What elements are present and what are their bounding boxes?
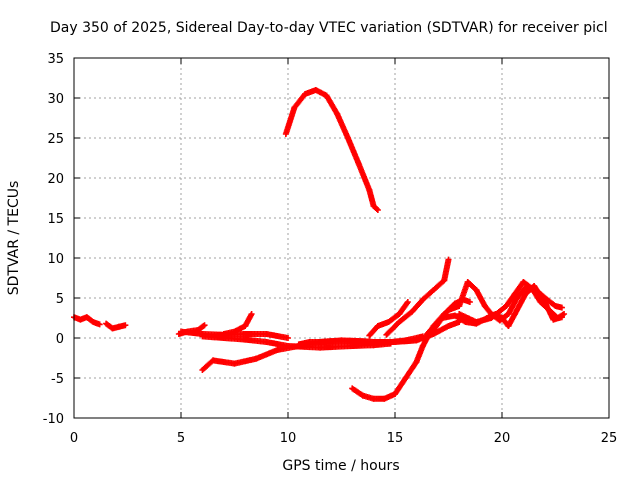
y-tick-label: 10 <box>47 252 64 267</box>
data-point <box>122 322 129 329</box>
y-tick-label: 20 <box>47 172 64 187</box>
y-tick-label: 30 <box>47 92 64 107</box>
data-point <box>248 311 255 317</box>
y-tick-label: 35 <box>47 52 64 67</box>
data-point <box>558 314 565 321</box>
y-axis-label: SDTVAR / TECUs <box>6 181 22 296</box>
series-arc-11 <box>366 299 411 339</box>
tick-layer: 0 5 10 15 20 25 -10 -5 0 5 10 15 20 25 30 35 <box>43 52 618 446</box>
series-arc-15 <box>430 283 565 333</box>
x-tick-label: 0 <box>70 431 78 446</box>
data-point <box>404 299 411 305</box>
y-tick-label: 0 <box>56 332 64 347</box>
series-arc-12 <box>383 256 452 338</box>
data-point <box>445 256 452 263</box>
series-arc-2 <box>103 320 129 332</box>
data-point <box>558 304 565 311</box>
data-point <box>201 322 208 329</box>
y-tick-label: -5 <box>51 372 64 387</box>
y-tick-label: 25 <box>47 132 64 147</box>
series-arc-6 <box>220 311 255 337</box>
y-tick-label: 15 <box>47 212 64 227</box>
chart-title: Day 350 of 2025, Sidereal Day-to-day VTE… <box>50 20 608 36</box>
data-point <box>285 335 291 341</box>
data-point <box>561 311 568 317</box>
x-tick-label: 5 <box>177 431 185 446</box>
x-tick-label: 15 <box>387 431 404 446</box>
data-layer <box>71 87 568 402</box>
plot-frame <box>73 57 610 419</box>
series-arc-8 <box>282 87 381 213</box>
y-tick-label: -10 <box>43 412 64 427</box>
x-tick-label: 10 <box>280 431 297 446</box>
x-tick-label: 25 <box>601 431 618 446</box>
y-tick-label: 5 <box>56 292 64 307</box>
data-point <box>466 299 473 305</box>
data-point <box>373 206 380 212</box>
x-axis-label: GPS time / hours <box>282 458 399 474</box>
series-arc-1 <box>71 314 103 328</box>
data-point <box>374 207 381 213</box>
grid-layer <box>74 58 609 418</box>
data-point <box>96 321 103 328</box>
x-tick-label: 20 <box>494 431 511 446</box>
series-arc-9 <box>295 319 463 348</box>
